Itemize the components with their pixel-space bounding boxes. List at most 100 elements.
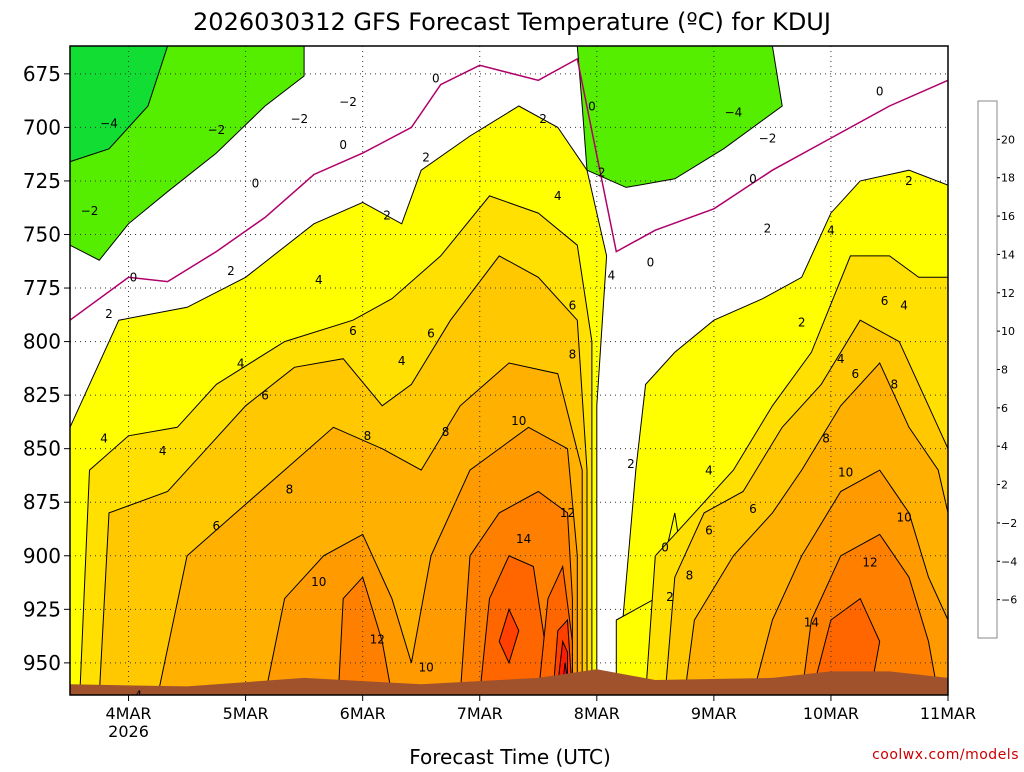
x-tick-label: 9MAR	[691, 704, 737, 723]
temp-band--4	[576, 46, 783, 188]
temp-band-16	[498, 607, 520, 665]
contour-label: 8	[364, 429, 372, 443]
contour-label: 8	[686, 568, 694, 582]
contour-label: 0	[252, 176, 260, 190]
contour-lines	[70, 57, 948, 321]
y-tick-label: 850	[23, 437, 61, 461]
contour-label: 4	[837, 352, 845, 366]
contour-label: 10	[418, 660, 433, 674]
contour-label: 6	[261, 388, 269, 402]
contour-label: 4	[159, 444, 167, 458]
contour-label: 4	[900, 299, 908, 313]
contour-label: −2	[759, 131, 777, 145]
contour-label: 2	[666, 590, 674, 604]
temp-band-14	[810, 597, 881, 695]
colorbar-label: 18	[1001, 172, 1015, 185]
colorbar-frame	[977, 100, 998, 639]
contour-label: 12	[862, 556, 877, 570]
contour-label: 8	[890, 378, 898, 392]
y-tick-label: 800	[23, 330, 61, 354]
contour-label: 6	[749, 502, 757, 516]
contour-label: 14	[804, 616, 819, 630]
contour-label: 12	[560, 506, 575, 520]
y-tick-label: 725	[23, 169, 61, 193]
contour-label: 12	[370, 633, 385, 647]
contour-label: 4	[554, 189, 562, 203]
contour-label: 2	[905, 174, 913, 188]
contour-label: 0	[647, 256, 655, 270]
contour-label: 10	[896, 511, 911, 525]
contour-label: 0	[749, 172, 757, 186]
contour-label: 4	[134, 688, 142, 702]
contour-label: 2	[627, 457, 635, 471]
temp-band-12	[337, 576, 393, 695]
contour-label: 14	[516, 532, 531, 546]
colorbar-label: 10	[1001, 325, 1015, 338]
y-axis: 675 700 725 750 775 800 825 850 875 900 925 950	[23, 62, 70, 675]
x-tick-label: 5MAR	[223, 704, 269, 723]
colorbar-label: 4	[1001, 440, 1008, 453]
contour-label: 2	[764, 221, 772, 235]
y-tick-label: 750	[23, 222, 61, 246]
contour-label: 6	[705, 523, 713, 537]
contour-label: 0	[432, 71, 440, 85]
contour-label: 0	[130, 271, 138, 285]
contour-label: 4	[608, 269, 616, 283]
contour-label: 6	[427, 326, 435, 340]
terrain-surface	[70, 669, 948, 695]
contour-label: 4	[315, 273, 323, 287]
contour-label: −2	[207, 123, 225, 137]
contour-label: 0	[339, 138, 347, 152]
colorbar-label: −4	[1001, 555, 1017, 568]
contour-label: 0	[661, 541, 669, 555]
contour-label: 6	[569, 299, 577, 313]
contour-label: 4	[398, 354, 406, 368]
contour-label: 6	[349, 324, 357, 338]
contour-label: 2	[105, 307, 113, 321]
colorbar-label: −6	[1001, 594, 1017, 607]
contour-label: −2	[339, 95, 357, 109]
contour-label: −4	[725, 106, 743, 120]
plot-frame	[69, 45, 949, 696]
y-tick-label: 675	[23, 62, 61, 86]
x-tick-sublabel: 2026	[108, 722, 149, 741]
y-tick-label: 950	[23, 651, 61, 675]
colorbar-label: 14	[1001, 248, 1015, 261]
x-tick-label: 11MAR	[920, 704, 976, 723]
y-tick-label: 925	[23, 597, 61, 621]
contour-label: 4	[237, 356, 245, 370]
contour-label: 2	[422, 151, 430, 165]
contour-label: 8	[286, 483, 294, 497]
contour-label: 8	[442, 425, 450, 439]
grid-lines	[70, 46, 948, 695]
temperature-fields	[70, 46, 948, 695]
colorbar-label: 2	[1001, 479, 1008, 492]
contour-label: 10	[311, 575, 326, 589]
watermark: coolwx.com/models	[872, 747, 1019, 763]
colorbar-label: −2	[1001, 517, 1017, 530]
contour-label: 10	[511, 414, 526, 428]
colorbar-label: 8	[1001, 364, 1008, 377]
contour-label: 2	[598, 166, 606, 180]
contour-label: 4	[705, 463, 713, 477]
contour-label: 2	[227, 264, 235, 278]
y-tick-label: 775	[23, 276, 61, 300]
chart-title: 2026030312 GFS Forecast Temperature (ºC)…	[193, 8, 831, 36]
terrain	[70, 669, 948, 695]
contour-label: −2	[81, 204, 99, 218]
colorbar-label: 16	[1001, 210, 1015, 223]
contour-label: 0	[876, 84, 884, 98]
colorbar-label: 20	[1001, 133, 1015, 146]
x-tick-label: 10MAR	[803, 704, 859, 723]
temp-band--6	[70, 46, 169, 163]
colorbar-label: 6	[1001, 402, 1008, 415]
contour-label: 2	[798, 316, 806, 330]
x-axis-title: Forecast Time (UTC)	[409, 745, 611, 768]
contour-label: 8	[822, 431, 830, 445]
colorbar: 20 18 16 14 12 10 8 6 4 2 −2 −4 −6	[977, 100, 1017, 639]
contour-label: 2	[383, 209, 391, 223]
x-tick-label: 7MAR	[457, 704, 503, 723]
x-tick-label: 6MAR	[340, 704, 386, 723]
